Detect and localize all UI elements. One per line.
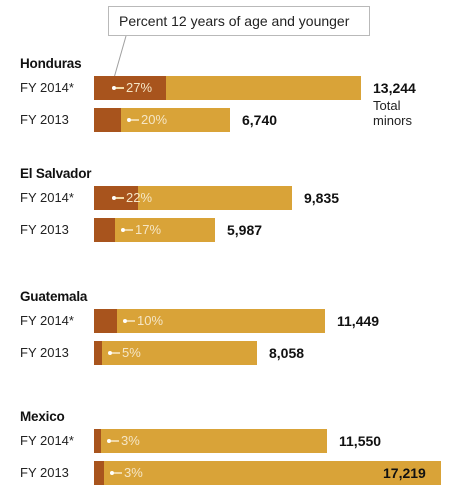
year-label: FY 2014* bbox=[20, 433, 74, 448]
year-label: FY 2013 bbox=[20, 222, 69, 237]
total-bar: 27% bbox=[94, 76, 361, 100]
total-minors-note: Total minors bbox=[373, 98, 412, 128]
young-share-bar bbox=[94, 108, 121, 132]
country-label-guatemala: Guatemala bbox=[20, 289, 88, 304]
young-percent-label: 5% bbox=[122, 345, 141, 360]
pointer-line bbox=[111, 440, 119, 442]
young-percent-label: 17% bbox=[135, 222, 162, 237]
total-bar: 22% bbox=[94, 186, 292, 210]
young-percent-label: 10% bbox=[137, 313, 164, 328]
young-percent-label: 3% bbox=[124, 465, 143, 480]
pointer-line bbox=[131, 119, 139, 121]
country-label-mexico: Mexico bbox=[20, 409, 65, 424]
total-bar: 5% bbox=[94, 341, 257, 365]
young-share-bar bbox=[94, 218, 115, 242]
pointer-line bbox=[127, 320, 135, 322]
total-value-label: 13,244 bbox=[373, 80, 416, 96]
young-share-bar bbox=[94, 461, 104, 485]
total-value-label: 11,550 bbox=[339, 433, 382, 449]
year-label: FY 2014* bbox=[20, 313, 74, 328]
pointer-line bbox=[116, 87, 124, 89]
country-label-honduras: Honduras bbox=[20, 56, 82, 71]
year-label: FY 2013 bbox=[20, 345, 69, 360]
total-value-label: 11,449 bbox=[337, 313, 380, 329]
total-bar: 3% bbox=[94, 461, 441, 485]
total-note-line-2: minors bbox=[373, 113, 413, 128]
pointer-dot bbox=[123, 319, 127, 323]
country-label-el-salvador: El Salvador bbox=[20, 166, 92, 181]
pointer-line bbox=[114, 472, 122, 474]
pointer-dot bbox=[121, 228, 125, 232]
pointer-line bbox=[125, 229, 133, 231]
year-label: FY 2014* bbox=[20, 190, 74, 205]
pointer-line bbox=[112, 352, 120, 354]
young-percent-label: 3% bbox=[121, 433, 140, 448]
total-note-line-1: Total bbox=[373, 98, 401, 113]
total-bar: 17% bbox=[94, 218, 215, 242]
total-value-label: 9,835 bbox=[304, 190, 340, 206]
total-value-label: 5,987 bbox=[227, 222, 263, 238]
young-percent-label: 22% bbox=[126, 190, 153, 205]
young-percent-label: 27% bbox=[126, 80, 153, 95]
total-bar: 20% bbox=[94, 108, 230, 132]
total-bar: 10% bbox=[94, 309, 325, 333]
pointer-line bbox=[116, 197, 124, 199]
pointer-dot bbox=[127, 118, 131, 122]
young-share-bar bbox=[94, 309, 117, 333]
young-percent-label: 20% bbox=[141, 112, 168, 127]
pointer-dot bbox=[112, 86, 116, 90]
total-bar: 3% bbox=[94, 429, 327, 453]
total-value-label: 17,219 bbox=[383, 465, 426, 481]
year-label: FY 2013 bbox=[20, 112, 69, 127]
total-value-label: 8,058 bbox=[269, 345, 305, 361]
young-share-bar bbox=[94, 341, 102, 365]
young-share-bar bbox=[94, 429, 101, 453]
callout-label: Percent 12 years of age and younger bbox=[108, 6, 370, 36]
year-label: FY 2013 bbox=[20, 465, 69, 480]
total-value-label: 6,740 bbox=[242, 112, 278, 128]
year-label: FY 2014* bbox=[20, 80, 74, 95]
young-share-bar bbox=[94, 76, 166, 100]
callout-pointer bbox=[113, 36, 127, 79]
pointer-dot bbox=[110, 471, 114, 475]
pointer-dot bbox=[107, 439, 111, 443]
pointer-dot bbox=[108, 351, 112, 355]
pointer-dot bbox=[112, 196, 116, 200]
